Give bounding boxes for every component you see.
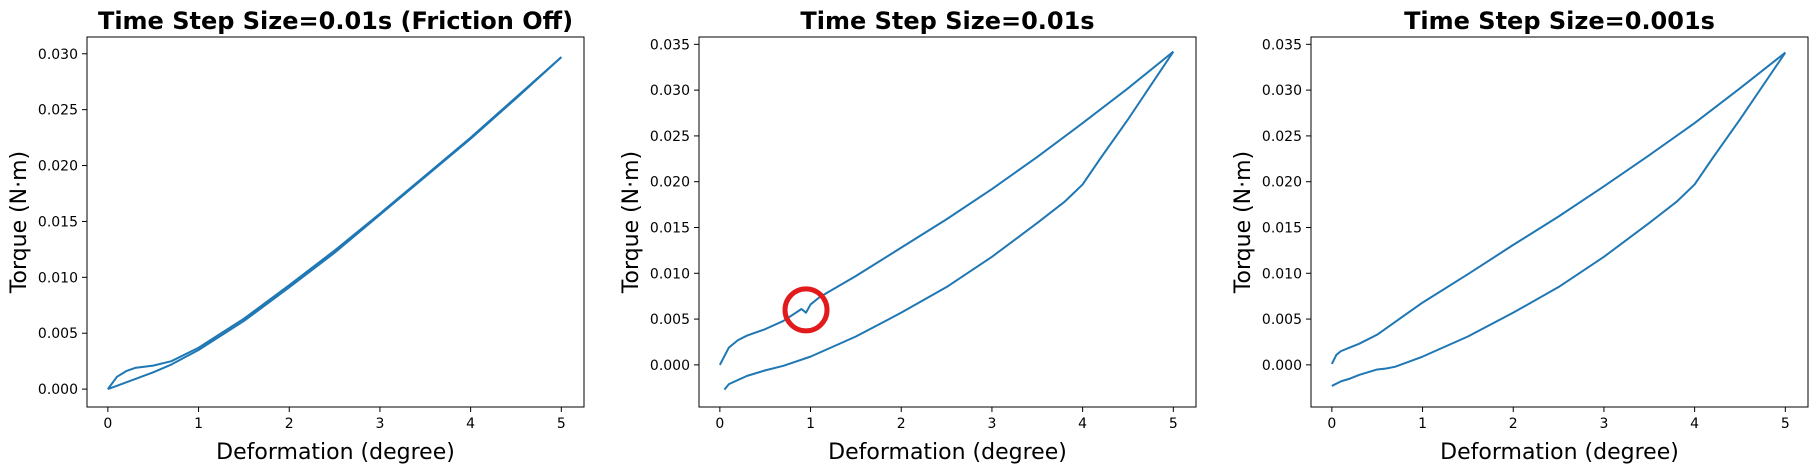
y-tick-label: 0.025 <box>650 129 690 145</box>
y-axis-label: Torque (N·m) <box>7 151 32 294</box>
x-tick-label: 5 <box>1169 416 1178 432</box>
x-tick-label: 3 <box>375 416 384 432</box>
series-line-1 <box>1330 51 1786 365</box>
chart-panel-3: Time Step Size=0.001s 0 1 2 3 4 5 0.000 0.005 0.0… <box>1231 7 1809 465</box>
y-tick-label: 0.015 <box>1262 220 1302 236</box>
y-tick-label: 0.015 <box>650 220 690 236</box>
x-tick-label: 1 <box>194 416 203 432</box>
chart-panel-2: Time Step Size=0.01s 0 1 2 3 4 5 0.000 0.005 0.01… <box>619 7 1197 465</box>
y-tick-label: 0.000 <box>1262 358 1302 374</box>
plot-frame <box>1310 36 1809 408</box>
y-tick-label: 0.000 <box>38 382 78 398</box>
y-tick-label: 0.015 <box>38 214 78 230</box>
y-tick-label: 0.035 <box>650 37 690 53</box>
x-tick-label: 4 <box>1690 416 1699 432</box>
x-tick-label: 1 <box>806 416 815 432</box>
y-tick-label: 0.030 <box>38 47 78 63</box>
y-axis-label: Torque (N·m) <box>1231 151 1256 294</box>
x-tick-label: 4 <box>1078 416 1087 432</box>
x-tick-label: 2 <box>1509 416 1518 432</box>
y-tick-label: 0.020 <box>38 159 78 175</box>
y-tick-label: 0.030 <box>1262 83 1302 99</box>
x-tick-label: 0 <box>103 416 112 432</box>
y-tick-label: 0.005 <box>650 312 690 328</box>
plot-frame <box>86 36 585 408</box>
chart-title: Time Step Size=0.01s <box>800 7 1094 35</box>
y-tick-label: 0.010 <box>1262 266 1302 282</box>
y-tick-label: 0.030 <box>650 83 690 99</box>
series-line-1 <box>107 56 562 390</box>
x-tick-label: 1 <box>1418 416 1427 432</box>
series-line-2 <box>107 56 563 391</box>
y-tick-label: 0.020 <box>1262 175 1302 191</box>
series-line-2 <box>1331 52 1787 387</box>
x-tick-label: 5 <box>557 416 566 432</box>
plot-frame <box>698 36 1197 408</box>
y-tick-label: 0.000 <box>650 358 690 374</box>
y-tick-label: 0.005 <box>1262 312 1302 328</box>
x-tick-label: 2 <box>285 416 294 432</box>
x-tick-label: 0 <box>715 416 724 432</box>
x-tick-label: 4 <box>466 416 475 432</box>
x-tick-label: 2 <box>897 416 906 432</box>
y-tick-label: 0.025 <box>38 103 78 119</box>
x-axis-label: Deformation (degree) <box>828 440 1067 465</box>
y-tick-label: 0.005 <box>38 326 78 342</box>
x-axis-label: Deformation (degree) <box>216 440 455 465</box>
chart-title: Time Step Size=0.001s <box>1404 7 1715 35</box>
highlight-circle <box>782 286 830 334</box>
x-tick-label: 3 <box>1599 416 1608 432</box>
y-tick-label: 0.035 <box>1262 37 1302 53</box>
x-tick-label: 0 <box>1327 416 1336 432</box>
chart-panel-1: Time Step Size=0.01s (Friction Off) 0 1 2 3 4… <box>7 7 585 465</box>
chart-title: Time Step Size=0.01s (Friction Off) <box>98 7 573 35</box>
y-tick-label: 0.010 <box>650 266 690 282</box>
x-axis-label: Deformation (degree) <box>1440 440 1679 465</box>
y-tick-label: 0.020 <box>650 175 690 191</box>
y-tick-label: 0.010 <box>38 270 78 286</box>
series-line-2 <box>723 51 1175 391</box>
y-tick-label: 0.025 <box>1262 129 1302 145</box>
series-line-1 <box>718 50 1174 366</box>
x-tick-label: 5 <box>1781 416 1790 432</box>
x-tick-label: 3 <box>987 416 996 432</box>
y-axis-label: Torque (N·m) <box>619 151 644 294</box>
